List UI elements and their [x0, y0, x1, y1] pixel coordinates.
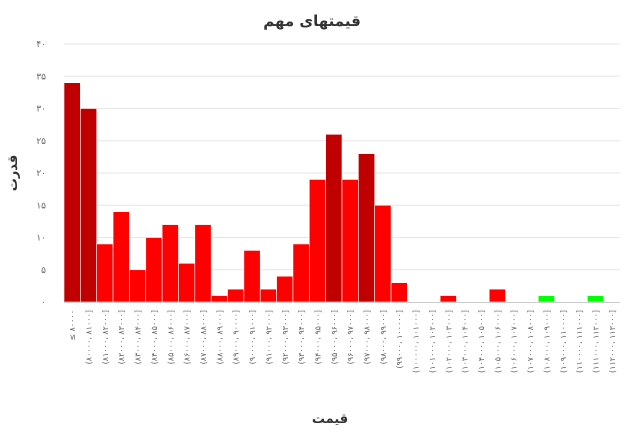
x-tick-label: (۱۰۶۰۰۰، ۱۰۷۰۰۰] — [510, 310, 519, 373]
bar[interactable] — [308, 179, 326, 303]
y-tick-label: ۰ — [41, 298, 46, 308]
x-axis-label: قیمت — [312, 412, 348, 427]
x-tick-label: (۹۱۰۰۰، ۹۲۰۰۰] — [264, 310, 273, 364]
x-tick-label: (۹۳۰۰۰، ۹۴۰۰۰] — [297, 310, 306, 364]
bar[interactable] — [488, 288, 506, 303]
bar[interactable] — [161, 224, 179, 303]
bar[interactable] — [112, 211, 130, 303]
bar[interactable] — [63, 82, 81, 303]
y-tick-label: ۴۰ — [36, 40, 46, 50]
bar[interactable] — [210, 295, 228, 303]
x-tick-label: ≤ ۸۰۰۰۰ — [68, 310, 77, 341]
bar[interactable] — [243, 250, 261, 303]
bar[interactable] — [341, 179, 359, 303]
x-tick-label: (۱۰۲۰۰۰، ۱۰۳۰۰۰] — [444, 310, 453, 373]
x-tick-label: (۸۲۰۰۰، ۸۳۰۰۰] — [117, 310, 126, 364]
y-tick-label: ۵ — [41, 266, 46, 276]
y-axis-ticks: ۰ ۵ ۱۰ ۱۵ ۲۰ ۲۵ ۳۰ ۳۵ ۴۰ — [36, 40, 46, 308]
x-tick-label: (۱۰۹۰۰۰، ۱۱۰۰۰۰] — [559, 310, 568, 373]
y-tick-label: ۲۵ — [36, 137, 46, 147]
bar[interactable] — [358, 153, 376, 303]
bar[interactable] — [178, 262, 196, 303]
x-tick-label: (۹۹۰۰۰، ۱۰۰۰۰۰] — [395, 310, 404, 369]
bar[interactable] — [276, 275, 294, 303]
x-tick-label: (۸۸۰۰۰، ۸۹۰۰۰] — [215, 310, 224, 364]
x-tick-label: (۹۵۰۰۰، ۹۶۰۰۰] — [330, 310, 339, 364]
bar[interactable] — [439, 295, 457, 303]
x-tick-label: (۸۷۰۰۰، ۸۸۰۰۰] — [199, 310, 208, 364]
y-axis-label: قدرت — [6, 155, 21, 192]
x-tick-label: (۱۱۲۰۰۰، ۱۱۳۰۰۰] — [608, 310, 617, 373]
x-tick-label: (۹۸۰۰۰، ۹۹۰۰۰] — [379, 310, 388, 364]
x-tick-label: (۱۰۵۰۰۰، ۱۰۶۰۰۰] — [493, 310, 502, 373]
x-tick-label: (۸۱۰۰۰، ۸۲۰۰۰] — [101, 310, 110, 364]
x-tick-label: (۱۰۱۰۰۰، ۱۰۲۰۰۰] — [428, 310, 437, 373]
y-tick-label: ۲۰ — [36, 169, 46, 179]
bars — [63, 82, 604, 303]
x-tick-label: (۱۱۰۰۰۰، ۱۱۱۰۰۰] — [575, 310, 584, 373]
bar[interactable] — [390, 282, 408, 303]
x-tick-label: (۸۶۰۰۰، ۸۷۰۰۰] — [183, 310, 192, 364]
x-tick-label: (۹۷۰۰۰، ۹۸۰۰۰] — [363, 310, 372, 364]
x-axis-ticks: ≤ ۸۰۰۰۰ (۸۰۰۰۰، ۸۱۰۰۰] (۸۱۰۰۰، ۸۲۰۰۰] (۸۲۰۰… — [68, 310, 617, 373]
bar[interactable] — [80, 108, 97, 303]
x-tick-label: (۱۰۰۰۰۰، ۱۰۱۰۰۰] — [412, 310, 421, 373]
bar[interactable] — [292, 243, 310, 303]
bar[interactable] — [537, 295, 555, 303]
x-tick-label: (۱۰۴۰۰۰، ۱۰۵۰۰۰] — [477, 310, 486, 373]
x-tick-label: (۸۵۰۰۰، ۸۶۰۰۰] — [166, 310, 175, 364]
x-tick-label: (۹۶۰۰۰، ۹۷۰۰۰] — [346, 310, 355, 364]
x-tick-label: (۹۲۰۰۰، ۹۳۰۰۰] — [281, 310, 290, 364]
x-tick-label: (۱۰۷۰۰۰، ۱۰۸۰۰۰] — [526, 310, 535, 373]
bar[interactable] — [96, 243, 114, 303]
bar[interactable] — [227, 288, 245, 303]
bar[interactable] — [194, 224, 212, 303]
bar[interactable] — [145, 237, 163, 303]
bar[interactable] — [259, 288, 277, 303]
y-tick-label: ۳۵ — [36, 72, 46, 82]
bar[interactable] — [374, 204, 392, 303]
x-tick-label: (۸۰۰۰۰، ۸۱۰۰۰] — [85, 310, 94, 364]
chart-title: قیمتهای مهم — [263, 12, 361, 30]
x-tick-label: (۱۱۱۰۰۰، ۱۱۲۰۰۰] — [591, 310, 600, 373]
x-tick-label: (۹۰۰۰۰، ۹۱۰۰۰] — [248, 310, 257, 364]
bar[interactable] — [325, 134, 343, 303]
x-tick-label: (۱۰۸۰۰۰، ۱۰۹۰۰۰] — [542, 310, 551, 373]
y-tick-label: ۱۰ — [36, 234, 46, 244]
x-tick-label: (۸۳۰۰۰، ۸۴۰۰۰] — [134, 310, 143, 364]
x-tick-label: (۹۴۰۰۰، ۹۵۰۰۰] — [313, 310, 322, 364]
x-tick-label: (۸۴۰۰۰، ۸۵۰۰۰] — [150, 310, 159, 364]
bar[interactable] — [129, 269, 147, 303]
y-tick-label: ۳۰ — [36, 105, 46, 115]
bar[interactable] — [586, 295, 604, 303]
y-tick-label: ۱۵ — [36, 201, 46, 211]
x-tick-label: (۱۰۳۰۰۰، ۱۰۴۰۰۰] — [461, 310, 470, 373]
x-tick-label: (۸۹۰۰۰، ۹۰۰۰۰] — [232, 310, 241, 364]
